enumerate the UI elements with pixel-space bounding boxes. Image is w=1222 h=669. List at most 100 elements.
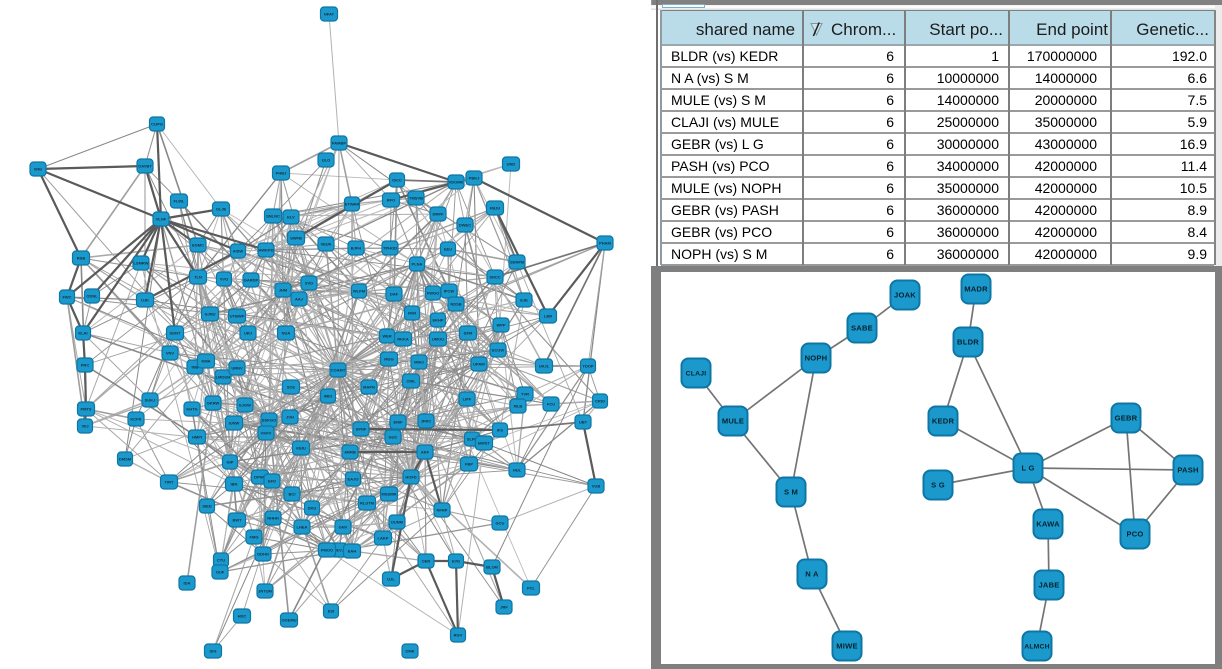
svg-text:BLOM: BLOM <box>486 565 498 570</box>
svg-text:DRPF: DRPF <box>433 212 444 217</box>
svg-text:FCU: FCU <box>547 402 555 407</box>
svg-text:IBN: IBN <box>231 482 238 487</box>
svg-text:LIPF: LIPF <box>463 397 472 402</box>
svg-text:NHHH: NHHH <box>267 516 279 521</box>
svg-text:DKU: DKU <box>308 506 317 511</box>
svg-text:BJFH: BJFH <box>351 246 362 251</box>
svg-text:OEN: OEN <box>422 559 431 564</box>
svg-text:SDNT: SDNT <box>170 331 181 336</box>
svg-text:UJL: UJL <box>387 577 395 582</box>
svg-text:COAMT: COAMT <box>331 368 346 373</box>
svg-text:HUL: HUL <box>513 468 522 473</box>
svg-text:NFRP: NFRP <box>437 508 448 513</box>
svg-text:ECUW: ECUW <box>492 348 504 353</box>
svg-text:MAPN: MAPN <box>363 385 375 390</box>
svg-text:ETWAR: ETWAR <box>345 202 360 207</box>
svg-text:SIG: SIG <box>210 649 217 654</box>
svg-text:TEVJ: TEVJ <box>334 548 344 553</box>
svg-text:JOAK: JOAK <box>894 291 916 300</box>
svg-text:FWGO: FWGO <box>427 291 439 296</box>
svg-text:KMA: KMA <box>201 359 210 364</box>
svg-text:LAKP: LAKP <box>378 536 389 541</box>
svg-text:PAMBP: PAMBP <box>332 141 346 146</box>
svg-text:FBJU: FBJU <box>490 206 501 211</box>
svg-text:SWFB: SWFB <box>290 236 302 241</box>
svg-text:URJ: URJ <box>244 331 252 336</box>
svg-text:ENIF: ENIF <box>393 420 403 425</box>
svg-text:RFO: RFO <box>387 198 395 203</box>
svg-text:ULO: ULO <box>322 158 330 163</box>
svg-text:JRF: JRF <box>500 605 508 610</box>
svg-text:GEBR: GEBR <box>1115 414 1138 423</box>
svg-text:S M: S M <box>784 488 798 497</box>
svg-text:PASH: PASH <box>1177 466 1198 475</box>
svg-text:GARDP: GARDP <box>244 278 259 283</box>
svg-text:TMSVB: TMSVB <box>409 196 423 201</box>
svg-text:MADR: MADR <box>964 285 988 294</box>
svg-text:VDOMK: VDOMK <box>449 180 464 185</box>
svg-text:SUKJ: SUKJ <box>145 398 156 403</box>
svg-text:CRIO: CRIO <box>595 399 605 404</box>
svg-text:TLN: TLN <box>194 275 202 280</box>
svg-text:SNCC: SNCC <box>489 275 500 280</box>
svg-text:IPCW: IPCW <box>444 289 455 294</box>
svg-text:KHTG: KHTG <box>186 407 197 412</box>
svg-text:KLV: KLV <box>287 215 295 220</box>
svg-text:HOFD: HOFD <box>405 475 416 480</box>
svg-text:TIRT: TIRT <box>165 480 174 485</box>
svg-text:DDHN: DDHN <box>257 552 269 557</box>
svg-text:JHM: JHM <box>279 288 288 293</box>
svg-text:AKF: AKF <box>421 450 430 455</box>
svg-text:FBP: FBP <box>465 462 473 467</box>
svg-text:UPAW: UPAW <box>473 362 485 367</box>
svg-text:HMPI: HMPI <box>192 435 202 440</box>
svg-text:JFRC: JFRC <box>421 419 432 424</box>
svg-text:KAWA: KAWA <box>1036 520 1060 529</box>
svg-text:MIWE: MIWE <box>836 642 857 651</box>
svg-text:PCO: PCO <box>1126 530 1143 539</box>
svg-text:LMOUH: LMOUH <box>216 375 231 380</box>
svg-text:JABE: JABE <box>1038 581 1059 590</box>
svg-text:HWKPD: HWKPD <box>258 248 273 253</box>
svg-text:KCPK: KCPK <box>130 417 141 422</box>
svg-text:TVR: TVR <box>521 392 529 397</box>
svg-text:FLWL: FLWL <box>174 199 185 204</box>
svg-text:OUF: OUF <box>216 570 225 575</box>
svg-text:EJGW: EJGW <box>239 403 251 408</box>
svg-text:GCU: GCU <box>496 521 505 526</box>
svg-text:RGV: RGV <box>454 633 463 638</box>
svg-text:SIED: SIED <box>202 504 211 509</box>
svg-text:NFAT: NFAT <box>324 12 335 17</box>
svg-text:TPHOD: TPHOD <box>383 246 397 251</box>
svg-text:DWEC: DWEC <box>459 223 471 228</box>
svg-text:RKKA: RKKA <box>397 337 409 342</box>
svg-text:LBR: LBR <box>544 314 552 319</box>
svg-text:DPNM: DPNM <box>254 475 266 480</box>
svg-text:FMG: FMG <box>250 535 259 540</box>
svg-text:SNLNC: SNLNC <box>266 214 280 219</box>
svg-text:KLAI: KLAI <box>78 331 87 336</box>
svg-text:VKFV: VKFV <box>261 431 272 436</box>
svg-text:PBKJ: PBKJ <box>469 176 480 181</box>
svg-text:EEU: EEU <box>444 247 452 252</box>
svg-text:ARRB: ARRB <box>344 450 356 455</box>
svg-text:OLJE: OLJE <box>216 207 227 212</box>
svg-text:FWC: FWC <box>62 295 71 300</box>
svg-text:DUNM: DUNM <box>391 520 404 525</box>
svg-text:RLUTM: RLUTM <box>360 501 375 506</box>
svg-text:EJE: EJE <box>520 298 528 303</box>
svg-text:EVD: EVD <box>452 559 460 564</box>
svg-text:CLAJI: CLAJI <box>686 371 707 378</box>
svg-text:ALMCH: ALMCH <box>1024 644 1050 651</box>
svg-text:RWI: RWI <box>408 311 416 316</box>
svg-text:OMK: OMK <box>405 649 414 654</box>
svg-text:JNTUM: JNTUM <box>258 589 272 594</box>
svg-text:VVO: VVO <box>220 277 228 282</box>
svg-text:PHBJ: PHBJ <box>276 171 287 176</box>
svg-text:OAVBT: OAVBT <box>138 164 152 169</box>
svg-text:SVD: SVD <box>305 281 313 286</box>
svg-text:WPP: WPP <box>496 323 505 328</box>
svg-text:AISW: AISW <box>233 249 244 254</box>
svg-text:ESI: ESI <box>328 609 334 614</box>
svg-text:VIIJ: VIIJ <box>81 424 88 429</box>
